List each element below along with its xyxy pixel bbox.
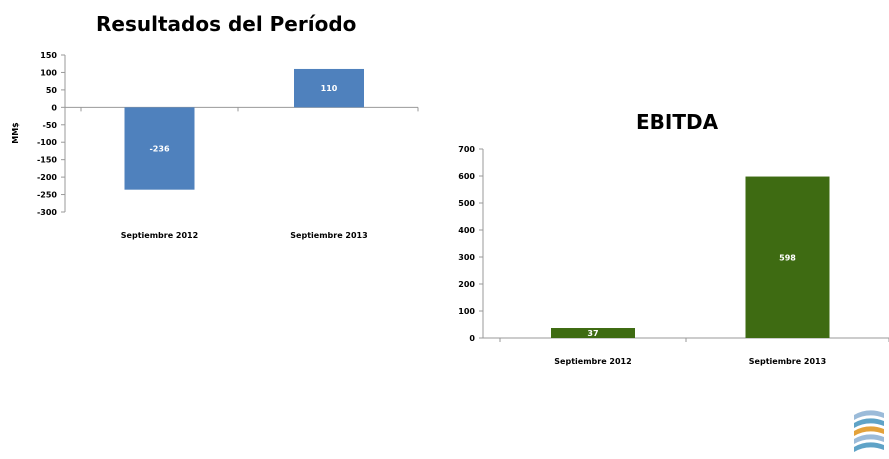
resultados-y-tick-label: 100 xyxy=(40,68,57,77)
ebitda-y-tick-label: 600 xyxy=(458,172,475,181)
ebitda-y-tick-label: 100 xyxy=(458,307,475,316)
ebitda-y-tick-label: 700 xyxy=(458,145,475,154)
chart-title-ebitda: EBITDA xyxy=(636,110,719,134)
resultados-bar xyxy=(294,68,364,108)
resultados-y-tick-label: -100 xyxy=(37,138,57,147)
resultados-y-tick-label: -150 xyxy=(37,156,57,165)
resultados-y-tick-label: 0 xyxy=(51,103,57,112)
resultados-category-label: Septiembre 2013 xyxy=(290,231,367,240)
resultados-y-tick-label: -300 xyxy=(37,208,57,217)
resultados-data-label: 110 xyxy=(321,84,338,93)
resultados-y-tick-label: -250 xyxy=(37,191,57,200)
resultados-y-tick-label: 50 xyxy=(46,86,58,95)
chart-title-resultados: Resultados del Período xyxy=(96,12,357,36)
resultados-category-label: Septiembre 2012 xyxy=(121,231,198,240)
ebitda-y-tick-label: 300 xyxy=(458,253,475,262)
company-logo-icon xyxy=(854,410,884,452)
resultados-bar xyxy=(124,107,195,190)
resultados-y-tick-label: -50 xyxy=(43,121,58,130)
resultados-data-label: -236 xyxy=(149,145,169,154)
resultados-y-tick-label: -200 xyxy=(37,173,57,182)
ebitda-y-tick-label: 200 xyxy=(458,280,475,289)
ebitda-y-tick-label: 0 xyxy=(469,334,475,343)
ebitda-bar xyxy=(745,176,830,338)
ebitda-data-label: 598 xyxy=(779,253,796,262)
ebitda-y-tick-label: 500 xyxy=(458,199,475,208)
ebitda-bar xyxy=(551,328,635,338)
resultados-y-tick-label: 150 xyxy=(40,51,57,60)
resultados-y-axis-title: MM$ xyxy=(11,122,20,144)
ebitda-category-label: Septiembre 2012 xyxy=(554,357,631,366)
ebitda-category-label: Septiembre 2013 xyxy=(749,357,826,366)
ebitda-y-tick-label: 400 xyxy=(458,226,475,235)
ebitda-data-label: 37 xyxy=(587,329,598,338)
